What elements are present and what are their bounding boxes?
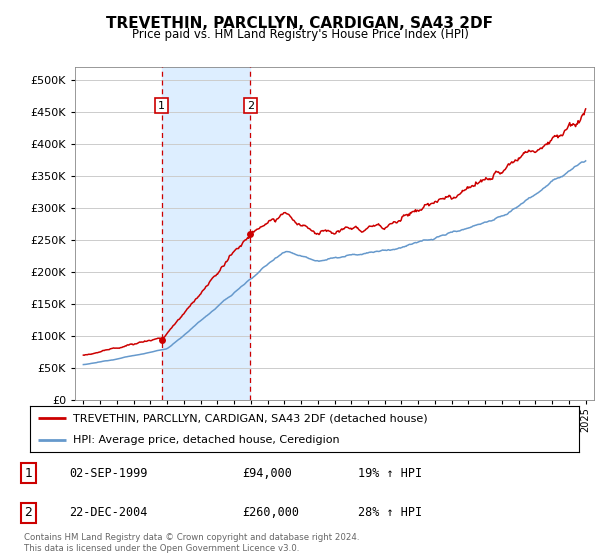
Text: 2: 2 xyxy=(24,506,32,519)
Text: 1: 1 xyxy=(24,466,32,480)
Text: 22-DEC-2004: 22-DEC-2004 xyxy=(70,506,148,519)
Text: 1: 1 xyxy=(158,100,165,110)
Text: Price paid vs. HM Land Registry's House Price Index (HPI): Price paid vs. HM Land Registry's House … xyxy=(131,28,469,41)
Bar xyxy=(161,67,250,400)
Text: £260,000: £260,000 xyxy=(242,506,299,519)
Text: 2: 2 xyxy=(247,100,254,110)
Text: HPI: Average price, detached house, Ceredigion: HPI: Average price, detached house, Cere… xyxy=(73,435,340,445)
Text: 28% ↑ HPI: 28% ↑ HPI xyxy=(358,506,422,519)
Text: 19% ↑ HPI: 19% ↑ HPI xyxy=(358,466,422,480)
Text: TREVETHIN, PARCLLYN, CARDIGAN, SA43 2DF (detached house): TREVETHIN, PARCLLYN, CARDIGAN, SA43 2DF … xyxy=(73,413,427,423)
Text: 02-SEP-1999: 02-SEP-1999 xyxy=(70,466,148,480)
Text: TREVETHIN, PARCLLYN, CARDIGAN, SA43 2DF: TREVETHIN, PARCLLYN, CARDIGAN, SA43 2DF xyxy=(107,16,493,31)
Text: Contains HM Land Registry data © Crown copyright and database right 2024.
This d: Contains HM Land Registry data © Crown c… xyxy=(24,533,359,553)
Text: £94,000: £94,000 xyxy=(242,466,292,480)
